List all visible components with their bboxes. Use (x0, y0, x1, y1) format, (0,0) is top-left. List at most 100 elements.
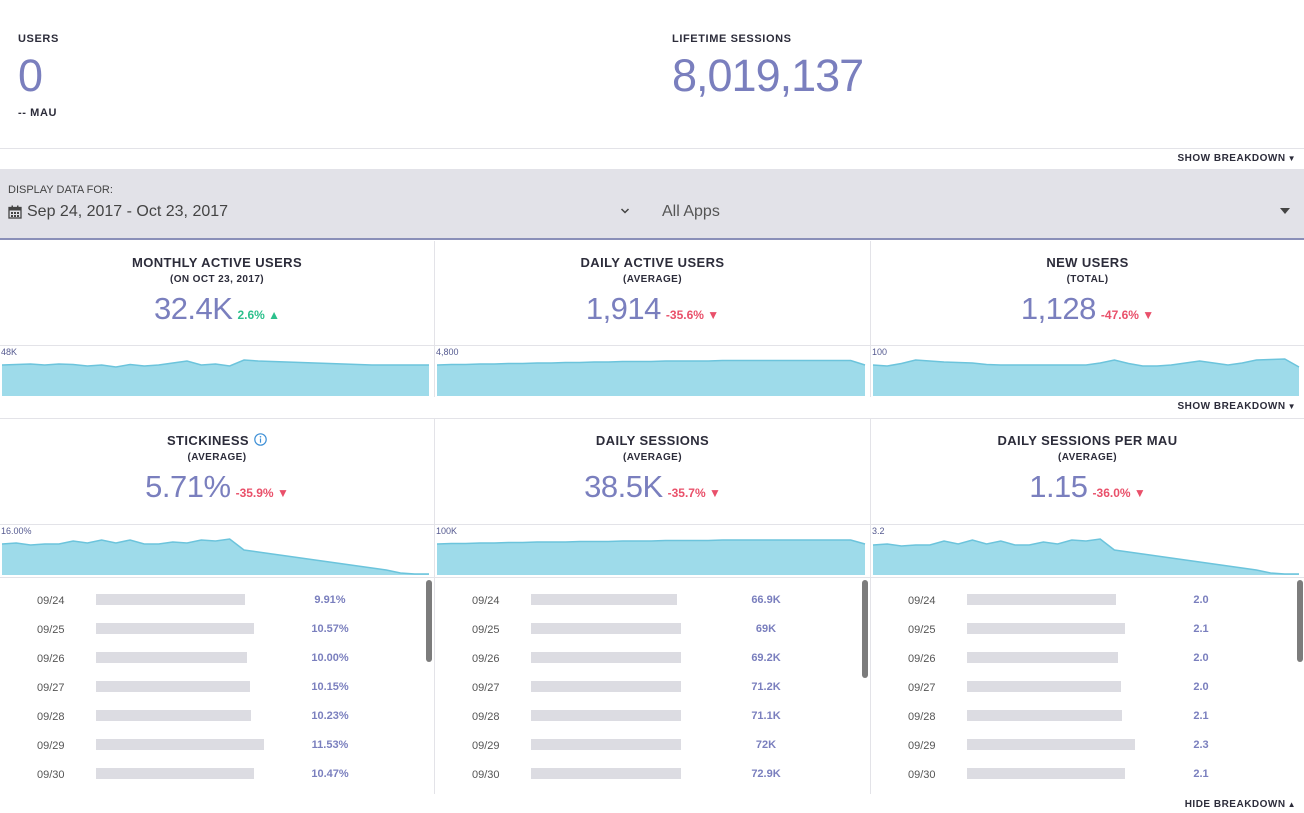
breakdown-bar (96, 594, 245, 605)
breakdown-row: 09/25 69K (435, 612, 870, 641)
metric-change: -47.6% ▼ (1100, 308, 1155, 322)
sparkline-max-label: 16.00% (1, 526, 32, 536)
scrollbar-thumb[interactable] (1297, 580, 1303, 662)
summary-header: USERS 0 -- MAU LIFETIME SESSIONS 8,019,1… (0, 0, 1304, 149)
breakdown-date: 09/26 (472, 653, 500, 665)
breakdown-bar (531, 768, 681, 779)
breakdown-sessions-per-mau[interactable]: 09/24 2.0 09/25 2.1 09/26 2.0 09/27 2.0 09/28 2.1… (871, 578, 1304, 794)
breakdown-bar (967, 739, 1135, 750)
app-select-value: All Apps (662, 203, 720, 220)
breakdown-value: 2.1 (1193, 710, 1209, 722)
users-value: 0 (18, 50, 43, 101)
hide-breakdown-button[interactable]: HIDE BREAKDOWN ▲ (1185, 799, 1296, 810)
breakdown-daily-sessions[interactable]: 09/24 66.9K 09/25 69K 09/26 69.2K 09/27 71.2K 09… (435, 578, 871, 794)
breakdown-date: 09/26 (37, 653, 65, 665)
date-range-picker[interactable]: Sep 24, 2017 - Oct 23, 2017 (8, 201, 634, 223)
sparkline-mau: 48K (0, 345, 434, 396)
breakdown-row: 09/30 2.1 (871, 757, 1304, 786)
caret-down-icon (1280, 208, 1290, 214)
breakdown-bar (531, 594, 677, 605)
breakdown-date: 09/28 (908, 711, 936, 723)
metric-title: DAILY SESSIONS PER MAU (997, 433, 1178, 448)
breakdown-value: 2.1 (1193, 623, 1209, 635)
breakdown-row: 09/26 69.2K (435, 641, 870, 670)
metric-title: STICKINESS (0, 433, 434, 448)
breakdown-value: 2.0 (1193, 681, 1209, 693)
show-breakdown-row1-button[interactable]: SHOW BREAKDOWN ▼ (1177, 401, 1296, 412)
info-icon[interactable] (254, 433, 267, 446)
breakdown-row: 09/25 2.1 (871, 612, 1304, 641)
breakdown-value: 10.15% (311, 681, 349, 693)
breakdown-date: 09/27 (472, 682, 500, 694)
sparkline-line (1, 359, 429, 368)
breakdown-row (871, 786, 1304, 794)
sparkline-area (2, 539, 429, 575)
metric-change: -35.6% ▼ (665, 308, 720, 322)
breakdown-date: 09/30 (37, 769, 65, 781)
breakdown-value: 71.1K (751, 710, 781, 722)
sparkline-chart (436, 539, 866, 575)
metric-value: 1,128 (1020, 291, 1097, 326)
sparkline-area (437, 540, 865, 575)
breakdown-bar (96, 652, 247, 663)
breakdown-row: 09/29 2.3 (871, 728, 1304, 757)
breakdown-bar (967, 594, 1116, 605)
breakdown-date: 09/24 (472, 595, 500, 607)
metric-card-sessions-per-mau: DAILY SESSIONS PER MAU (AVERAGE) 1.15 -36… (871, 419, 1304, 577)
app-select[interactable]: All Apps (662, 201, 1292, 223)
breakdown-bar (531, 623, 681, 634)
date-range-text: Sep 24, 2017 - Oct 23, 2017 (27, 203, 229, 220)
metric-change: 2.6% ▲ (237, 308, 281, 322)
breakdown-stickiness[interactable]: 09/24 9.91% 09/25 10.57% 09/26 10.00% 09/27 10.… (0, 578, 435, 794)
breakdown-bar (531, 681, 681, 692)
metric-subtitle: (AVERAGE) (1058, 452, 1117, 463)
breakdown-bar (96, 623, 254, 634)
breakdown-value: 71.2K (751, 681, 781, 693)
lifetime-sessions-label: LIFETIME SESSIONS (672, 33, 792, 45)
lifetime-sessions-value: 8,019,137 (672, 50, 864, 101)
metric-subtitle: (AVERAGE) (187, 452, 247, 463)
sparkline-line (872, 358, 1300, 368)
breakdown-bar (531, 739, 681, 750)
breakdown-row: 09/24 2.0 (871, 583, 1304, 612)
breakdown-bar (531, 652, 681, 663)
breakdown-date: 09/24 (908, 595, 936, 607)
sparkline-chart (872, 538, 1299, 575)
scrollbar-thumb[interactable] (426, 580, 432, 662)
breakdown-row: 09/24 66.9K (435, 583, 870, 612)
breakdown-bar (96, 768, 254, 779)
breakdown-date: 09/29 (472, 740, 500, 752)
sparkline-chart (1, 538, 429, 575)
metric-subtitle: (AVERAGE) (623, 452, 682, 463)
sparkline-line (1, 538, 429, 575)
metric-title: DAILY SESSIONS (595, 433, 710, 448)
sessions-stat: LIFETIME SESSIONS 8,019,137 (672, 33, 864, 103)
metrics-row-1: MONTHLY ACTIVE USERS (ON OCT 23, 2017) 3… (0, 241, 1304, 397)
metric-subtitle: (ON OCT 23, 2017) (169, 274, 265, 285)
breakdown-value: 72.9K (751, 768, 781, 780)
breakdown-bar (967, 652, 1118, 663)
breakdown-value: 10.57% (311, 623, 349, 635)
calendar-icon (8, 205, 22, 219)
chevron-down-icon (620, 208, 630, 214)
sparkline-area (873, 359, 1299, 396)
show-breakdown-top-button[interactable]: SHOW BREAKDOWN ▼ (1177, 153, 1296, 164)
scrollbar-thumb[interactable] (862, 580, 868, 678)
breakdown-date: 09/27 (37, 682, 65, 694)
breakdown-row: 09/27 2.0 (871, 670, 1304, 699)
sparkline-chart (1, 359, 429, 396)
metric-change: -36.0% ▼ (1092, 486, 1146, 500)
breakdown-date: 09/26 (908, 653, 936, 665)
metric-change: -35.9% ▼ (235, 486, 289, 500)
breakdown-date: 09/28 (472, 711, 500, 723)
sparkline-dau: 4,800 (435, 345, 870, 396)
sparkline-chart (872, 358, 1300, 396)
metric-value: 38.5K (584, 469, 663, 504)
metric-value: 5.71% (145, 469, 231, 504)
sparkline-area (437, 360, 865, 396)
metrics-row-2: STICKINESS (AVERAGE) 5.71% -35.9% ▼ 16.00… (0, 418, 1304, 577)
breakdown-bar (96, 710, 251, 721)
breakdown-row: 09/30 72.9K (435, 757, 870, 786)
breakdown-value: 10.00% (311, 652, 349, 664)
sparkline-max-label: 100K (436, 526, 458, 536)
